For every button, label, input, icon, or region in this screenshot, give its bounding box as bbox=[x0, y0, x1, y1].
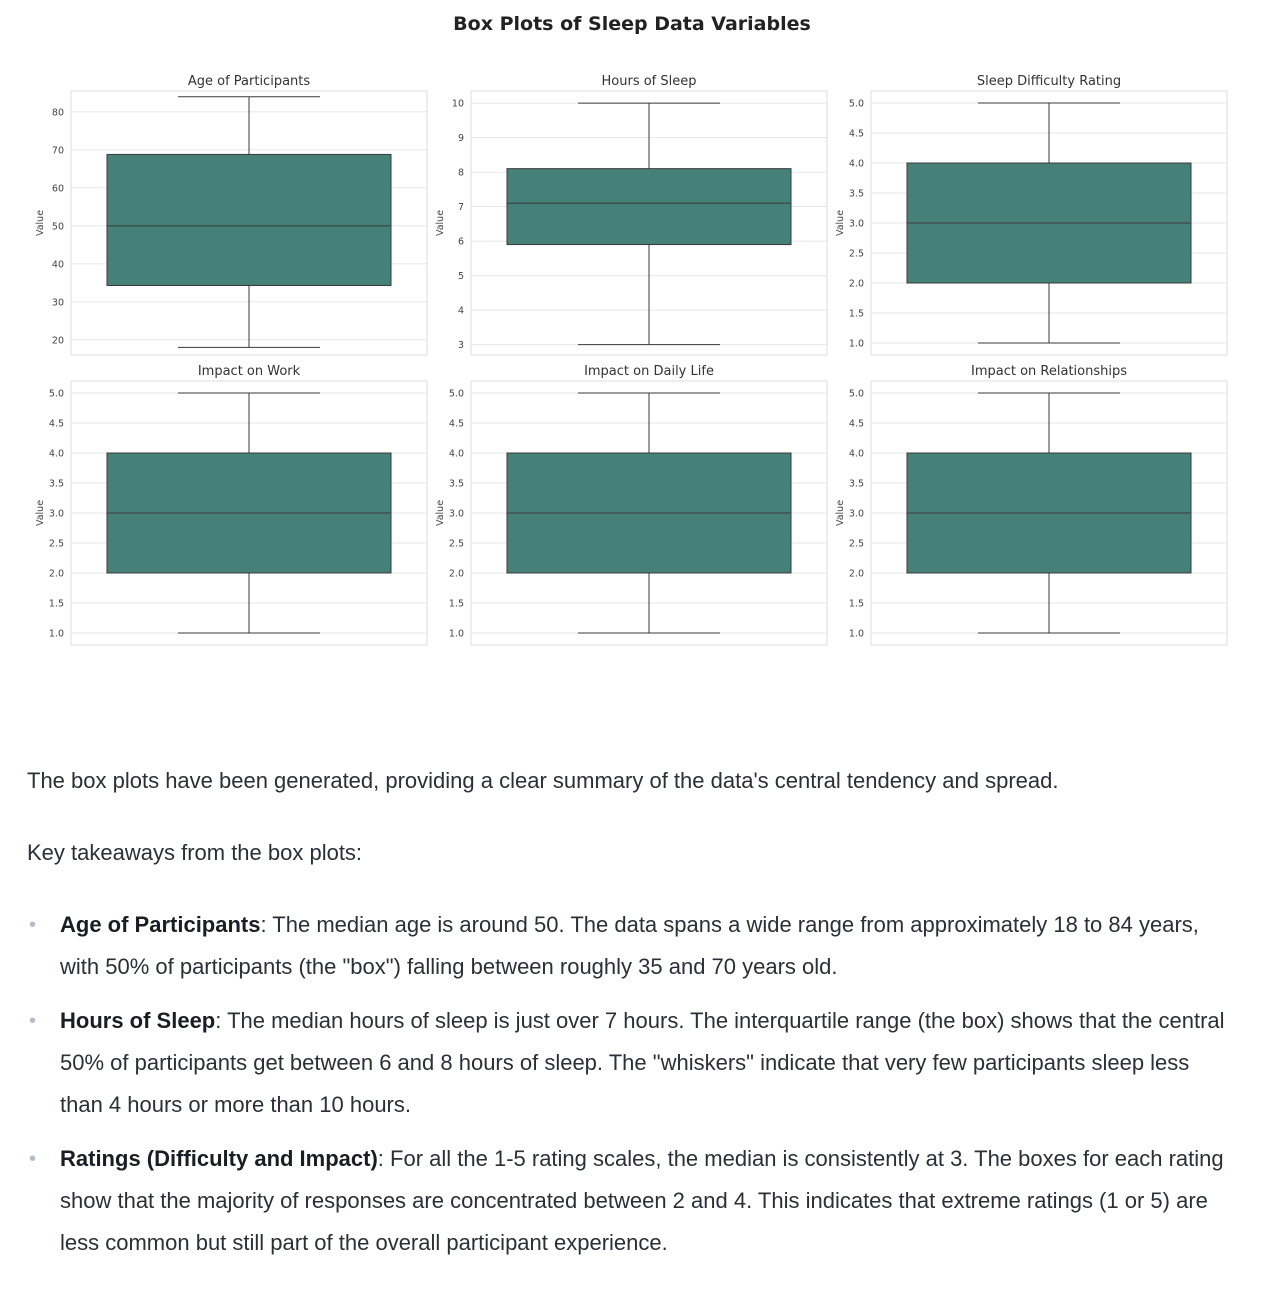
y-tick-label: 60 bbox=[52, 183, 64, 194]
y-tick-label: 80 bbox=[52, 107, 64, 118]
bullet-icon: • bbox=[29, 1148, 37, 1170]
takeaway-text: : The median age is around 50. The data … bbox=[60, 912, 1199, 979]
panel-title-hours-of-sleep: Hours of Sleep bbox=[602, 74, 697, 89]
y-tick-label: 1.5 bbox=[849, 309, 864, 320]
takeaway-text: : For all the 1-5 rating scales, the med… bbox=[60, 1146, 1224, 1255]
y-tick-label: 70 bbox=[52, 145, 64, 156]
y-tick-label: 1.5 bbox=[449, 599, 464, 610]
y-tick-label: 3.0 bbox=[849, 219, 864, 230]
takeaway-term: Ratings (Difficulty and Impact) bbox=[60, 1146, 378, 1171]
y-axis-label: Value bbox=[35, 210, 46, 236]
y-tick-label: 3.5 bbox=[849, 189, 864, 200]
y-tick-label: 8 bbox=[458, 168, 464, 179]
takeaway-text: : The median hours of sleep is just over… bbox=[60, 1008, 1225, 1117]
y-tick-label: 4.5 bbox=[449, 419, 464, 430]
y-tick-label: 30 bbox=[52, 297, 64, 308]
y-tick-label: 4.5 bbox=[49, 419, 64, 430]
takeaway-item-ratings: • Ratings (Difficulty and Impact): For al… bbox=[27, 1138, 1237, 1264]
takeaway-item-age: • Age of Participants: The median age is … bbox=[27, 904, 1237, 988]
y-tick-label: 4.0 bbox=[849, 449, 864, 460]
box-plot-figure: Box Plots of Sleep Data Variables 20 30 40… bbox=[35, 13, 1228, 646]
y-tick-label: 50 bbox=[52, 221, 64, 232]
y-tick-label: 3.5 bbox=[849, 479, 864, 490]
y-axis-label: Value bbox=[35, 500, 46, 526]
y-tick-label: 5.0 bbox=[849, 389, 864, 400]
y-tick-label: 4.0 bbox=[49, 449, 64, 460]
bullet-icon: • bbox=[29, 914, 37, 936]
intro-paragraph: The box plots have been generated, provi… bbox=[27, 768, 1059, 793]
y-axis-label: Value bbox=[835, 210, 846, 236]
y-axis-label: Value bbox=[435, 500, 446, 526]
y-tick-label: 2.0 bbox=[49, 569, 64, 580]
y-tick-label: 1.0 bbox=[449, 629, 464, 640]
y-tick-label: 4.0 bbox=[849, 159, 864, 170]
y-tick-label: 9 bbox=[458, 133, 464, 144]
y-tick-label: 2.5 bbox=[449, 539, 464, 550]
y-tick-label: 3.0 bbox=[49, 509, 64, 520]
y-tick-label: 4.5 bbox=[849, 129, 864, 140]
panel-title-age-of-participants: Age of Participants bbox=[188, 74, 311, 89]
y-tick-label: 2.5 bbox=[849, 539, 864, 550]
y-tick-label: 3.0 bbox=[849, 509, 864, 520]
y-tick-label: 5.0 bbox=[49, 389, 64, 400]
y-tick-label: 40 bbox=[52, 259, 64, 270]
y-tick-label: 1.0 bbox=[49, 629, 64, 640]
y-tick-label: 4.0 bbox=[449, 449, 464, 460]
y-tick-label: 1.0 bbox=[849, 629, 864, 640]
y-tick-label: 2.0 bbox=[449, 569, 464, 580]
y-tick-label: 3.5 bbox=[449, 479, 464, 490]
y-tick-label: 3.0 bbox=[449, 509, 464, 520]
y-tick-label: 20 bbox=[52, 335, 64, 346]
takeaway-item-sleep-hours: • Hours of Sleep: The median hours of sle… bbox=[27, 1000, 1237, 1126]
y-tick-label: 5.0 bbox=[849, 99, 864, 110]
y-tick-label: 1.5 bbox=[849, 599, 864, 610]
y-tick-label: 5 bbox=[458, 271, 464, 282]
y-tick-label: 4.5 bbox=[849, 419, 864, 430]
takeaway-term: Age of Participants bbox=[60, 912, 261, 937]
figure-title: Box Plots of Sleep Data Variables bbox=[453, 13, 811, 35]
panel-title-impact-on-daily-life: Impact on Daily Life bbox=[584, 364, 714, 379]
y-tick-label: 10 bbox=[452, 99, 464, 110]
panel-title-impact-on-relationships: Impact on Relationships bbox=[971, 364, 1127, 379]
y-tick-label: 4 bbox=[458, 306, 464, 317]
y-tick-label: 1.5 bbox=[49, 599, 64, 610]
panel-title-impact-on-work: Impact on Work bbox=[198, 364, 301, 379]
y-tick-label: 2.5 bbox=[49, 539, 64, 550]
panel-title-sleep-difficulty-rating: Sleep Difficulty Rating bbox=[977, 74, 1121, 89]
box-hours-of-sleep bbox=[506, 168, 792, 246]
takeaway-term: Hours of Sleep bbox=[60, 1008, 216, 1033]
takeaways-list: • Age of Participants: The median age is … bbox=[27, 904, 1237, 1264]
y-tick-label: 2.0 bbox=[849, 279, 864, 290]
y-axis-label: Value bbox=[835, 500, 846, 526]
key-takeaways-heading: Key takeaways from the box plots: bbox=[27, 840, 363, 865]
y-tick-label: 3 bbox=[458, 340, 464, 351]
summary-text: The box plots have been generated, provi… bbox=[27, 760, 1237, 1276]
y-tick-label: 1.0 bbox=[849, 339, 864, 350]
y-tick-label: 7 bbox=[458, 202, 464, 213]
box-age-of-participants bbox=[106, 153, 392, 286]
y-axis-label: Value bbox=[435, 210, 446, 236]
y-tick-label: 3.5 bbox=[49, 479, 64, 490]
y-tick-label: 2.0 bbox=[849, 569, 864, 580]
y-tick-label: 2.5 bbox=[849, 249, 864, 260]
bullet-icon: • bbox=[29, 1010, 37, 1032]
y-tick-label: 5.0 bbox=[449, 389, 464, 400]
y-tick-label: 6 bbox=[458, 237, 464, 248]
